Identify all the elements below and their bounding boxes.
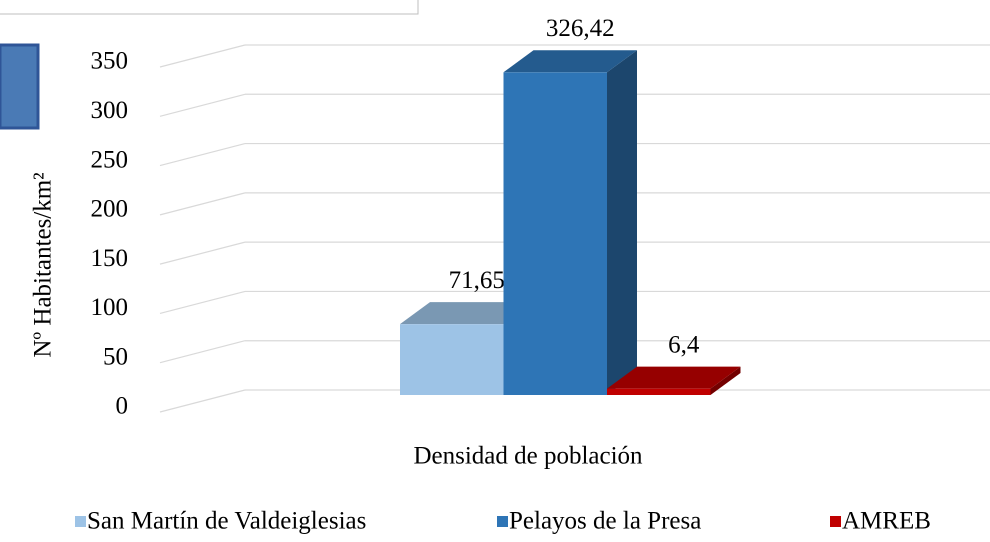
y-tick-label: 250 [91,146,129,173]
grid-line-side [159,44,246,68]
bar-top [400,302,534,325]
legend-label: Pelayos de la Presa [509,508,701,535]
legend-label: San Martín de Valdeiglesias [87,508,366,535]
grid-line-side [159,192,246,216]
y-axis-label: Nº Habitantes/km² [30,172,57,357]
legend-swatch [497,516,508,527]
bar [503,72,607,395]
bar-top [503,50,637,73]
grid-line-side [159,93,246,117]
legend-swatch [75,516,86,527]
bar-side [607,50,637,395]
bar [400,324,504,395]
bar-top [607,366,741,389]
y-tick-label: 50 [103,343,128,370]
grid-line-side [159,290,246,315]
data-label: 326,42 [546,15,615,42]
overlay-box [0,0,419,15]
data-label: 71,65 [449,267,505,294]
legend-swatch [830,516,841,527]
bar-side [710,366,741,395]
bar [607,388,711,395]
y-tick-label: 200 [91,196,129,223]
grid-line-side [159,389,246,413]
grid-line-side [159,340,246,364]
data-label: 6,4 [668,331,700,358]
y-tick-label: 350 [91,48,129,75]
grid-line-side [159,241,246,265]
grid-line-side [159,142,246,167]
x-tick-label: Densidad de población [413,443,643,470]
y-tick-label: 150 [91,245,129,272]
legend-label: AMREB [842,508,931,535]
overlay-shape [0,43,40,130]
y-tick-label: 0 [116,393,129,420]
y-tick-label: 100 [91,294,129,321]
y-tick-label: 300 [91,97,129,124]
